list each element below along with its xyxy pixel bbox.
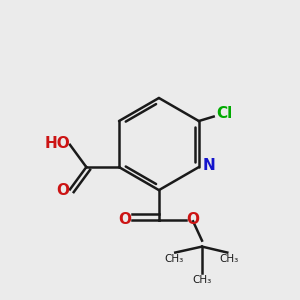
- Text: CH₃: CH₃: [164, 254, 183, 264]
- Text: O: O: [56, 183, 69, 198]
- Text: N: N: [203, 158, 216, 173]
- Text: O: O: [118, 212, 131, 227]
- Text: HO: HO: [45, 136, 70, 151]
- Text: CH₃: CH₃: [219, 254, 239, 264]
- Text: O: O: [187, 212, 200, 227]
- Text: Cl: Cl: [216, 106, 232, 121]
- Text: CH₃: CH₃: [192, 275, 212, 285]
